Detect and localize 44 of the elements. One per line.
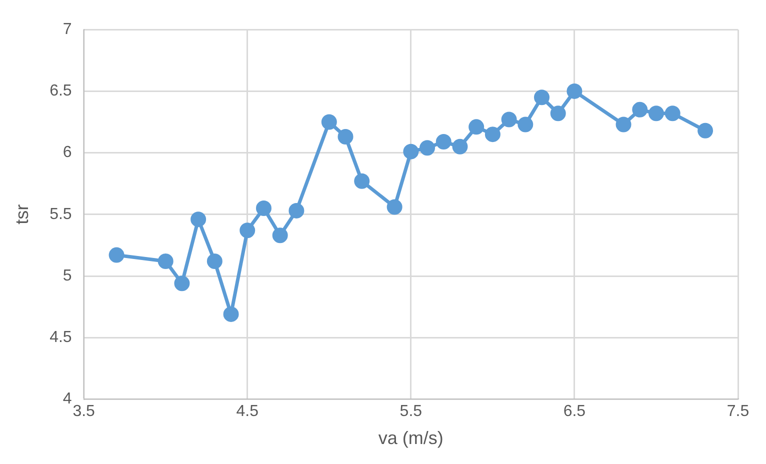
y-tick-label: 6.5 bbox=[50, 82, 72, 100]
x-axis-title: va (m/s) bbox=[378, 428, 444, 448]
point bbox=[288, 202, 304, 218]
point bbox=[190, 212, 206, 228]
x-tick-label: 3.5 bbox=[72, 403, 96, 420]
point bbox=[616, 116, 632, 132]
point bbox=[468, 119, 484, 135]
point bbox=[664, 106, 680, 122]
x-tick-label: 7.5 bbox=[726, 403, 750, 420]
point bbox=[174, 276, 190, 292]
point bbox=[484, 126, 500, 142]
point bbox=[632, 102, 648, 118]
point bbox=[452, 138, 468, 154]
point bbox=[206, 253, 222, 269]
point bbox=[386, 199, 402, 215]
point bbox=[321, 114, 337, 130]
point bbox=[338, 129, 354, 145]
point bbox=[420, 140, 436, 156]
y-tick-label: 6 bbox=[62, 144, 72, 162]
point bbox=[108, 247, 124, 263]
x-tick-label: 5.5 bbox=[400, 403, 422, 420]
point bbox=[354, 173, 370, 189]
point bbox=[436, 134, 452, 150]
y-tick-label: 7 bbox=[62, 21, 72, 38]
point bbox=[550, 106, 566, 122]
point bbox=[534, 90, 550, 106]
point bbox=[256, 200, 272, 216]
x-tick-label: 4.5 bbox=[236, 403, 259, 420]
point bbox=[518, 116, 534, 132]
point bbox=[566, 83, 582, 99]
point bbox=[272, 228, 288, 244]
point bbox=[403, 144, 419, 160]
y-tick-label: 4.5 bbox=[50, 329, 72, 346]
point bbox=[223, 306, 239, 322]
x-tick-label: 6.5 bbox=[563, 403, 586, 420]
point bbox=[501, 112, 517, 128]
point bbox=[158, 253, 174, 269]
y-tick-label: 4 bbox=[62, 390, 72, 408]
point bbox=[240, 222, 256, 238]
y-tick-label: 5.5 bbox=[50, 206, 72, 223]
point bbox=[698, 122, 714, 138]
point bbox=[648, 106, 664, 122]
y-tick-label: 5 bbox=[62, 267, 72, 284]
y-axis-title: tsr bbox=[12, 204, 32, 224]
